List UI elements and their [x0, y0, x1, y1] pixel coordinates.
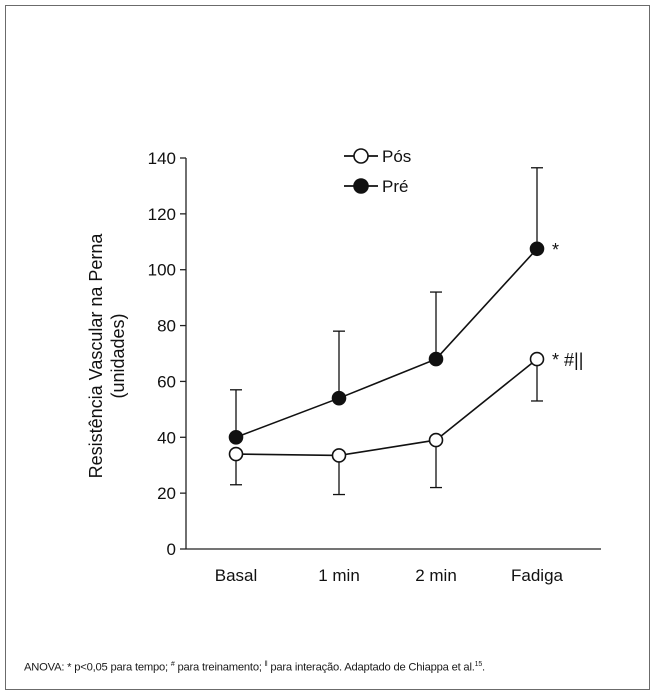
caption-text-2: para treinamento;	[174, 661, 265, 674]
legend-label: Pós	[382, 147, 411, 166]
legend-marker	[353, 148, 369, 164]
y-tick-label: 120	[148, 205, 176, 224]
caption-text-4: .	[482, 661, 485, 674]
caption-sup-1: #	[170, 661, 175, 668]
y-axis-title: Resistência Vascular na Perna (unidades)	[86, 233, 128, 479]
caption-sup-3: 15	[474, 661, 483, 668]
significance-marker: *	[552, 240, 559, 260]
caption-text-3: para interação. Adaptado de Chiappa et a…	[267, 661, 475, 674]
legend-marker	[353, 178, 369, 194]
data-point	[428, 432, 444, 448]
legend-label: Pré	[382, 177, 408, 196]
annotations: * * #||	[552, 240, 583, 370]
y-ticks: 0 20 40 60 80 100 120 140	[148, 149, 186, 559]
data-point	[331, 448, 347, 463]
series-line	[235, 248, 538, 439]
data-point	[228, 446, 244, 462]
figure-caption: ANOVA: * p<0,05 para tempo; # para trein…	[24, 661, 485, 674]
significance-marker: * #||	[552, 350, 583, 370]
y-tick-label: 20	[157, 484, 176, 503]
data-point	[331, 390, 347, 406]
data-point	[428, 351, 444, 367]
series-line	[235, 358, 538, 457]
y-tick-label: 60	[157, 372, 176, 391]
caption-sup-2: ll	[264, 661, 268, 668]
y-tick-label: 100	[148, 261, 176, 280]
data-point	[529, 241, 545, 257]
x-tick-label: 2 min	[415, 566, 457, 585]
x-tick-label: 1 min	[318, 566, 360, 585]
x-tick-label: Fadiga	[511, 566, 564, 585]
y-tick-label: 140	[148, 149, 176, 168]
data-point	[228, 429, 244, 445]
figure-frame: 0 20 40 60 80 100 120 140 Basal 1 min 2 min Fadiga…	[5, 5, 650, 690]
legend: Pós Pré	[344, 147, 411, 196]
y-tick-label: 40	[157, 428, 176, 447]
data-point	[529, 351, 545, 367]
caption-text-1: ANOVA: * p<0,05 para tempo;	[24, 661, 171, 674]
y-tick-label: 0	[167, 540, 176, 559]
series-pre	[228, 167, 545, 445]
y-axis-label: Resistência Vascular na Perna (unidades)	[86, 233, 128, 479]
y-axis-title-line2: (unidades)	[108, 313, 128, 398]
series-layer	[228, 167, 545, 496]
y-tick-label: 80	[157, 317, 176, 336]
series-pos	[228, 351, 545, 496]
x-tick-label: Basal	[215, 566, 258, 585]
line-chart: 0 20 40 60 80 100 120 140 Basal 1 min 2 min Fadiga…	[86, 147, 601, 585]
x-tick-labels: Basal 1 min 2 min Fadiga	[215, 566, 564, 585]
y-axis-title-line1: Resistência Vascular na Perna	[86, 233, 106, 479]
axes	[185, 158, 601, 550]
